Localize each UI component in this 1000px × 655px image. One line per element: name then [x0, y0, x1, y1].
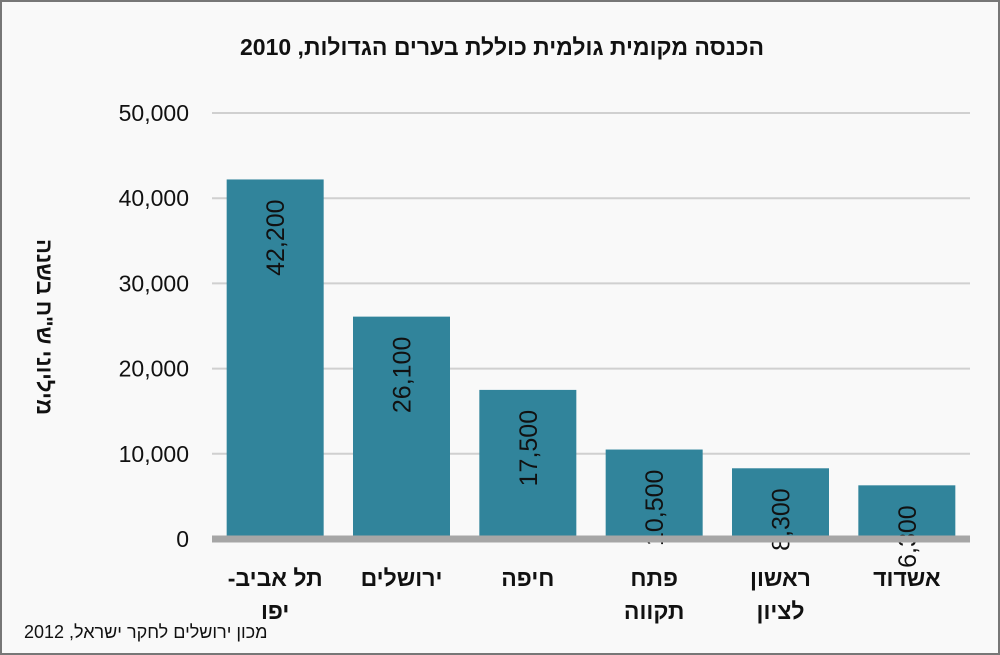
x-category-label: פתח [630, 565, 678, 591]
y-tick-label: 50,000 [119, 100, 189, 126]
y-tick-label: 30,000 [119, 270, 189, 296]
y-tick-label: 10,000 [119, 441, 189, 467]
bar-value-label: 42,200 [262, 199, 290, 275]
y-tick-label: 40,000 [119, 185, 189, 211]
bar [479, 389, 577, 539]
bar [858, 485, 956, 539]
chart-title: הכנסה מקומית גולמית כוללת בערים הגדולות,… [240, 34, 764, 60]
x-category-label: אשדוד [873, 565, 941, 591]
bar [226, 179, 324, 539]
bar-value-label: 26,100 [389, 337, 417, 413]
x-category-label: ירושלים [361, 565, 443, 591]
x-category-label: ראשון [750, 565, 811, 591]
bar [605, 449, 703, 539]
bar [353, 316, 450, 539]
x-category-label: תל אביב- [228, 565, 323, 591]
y-tick-label: 0 [176, 526, 189, 552]
bar [732, 468, 829, 539]
x-category-label: חיפה [501, 565, 554, 591]
x-category-label: תקווה [624, 598, 685, 624]
bar-value-label: 17,500 [515, 410, 543, 486]
bar-value-label: 10,500 [641, 470, 669, 546]
x-category-label: לציון [757, 598, 805, 624]
y-tick-label: 20,000 [119, 356, 189, 382]
x-category-label: יפו [261, 598, 289, 624]
source-note: מכון ירושלים לחקר ישראל, 2012 [24, 622, 268, 642]
